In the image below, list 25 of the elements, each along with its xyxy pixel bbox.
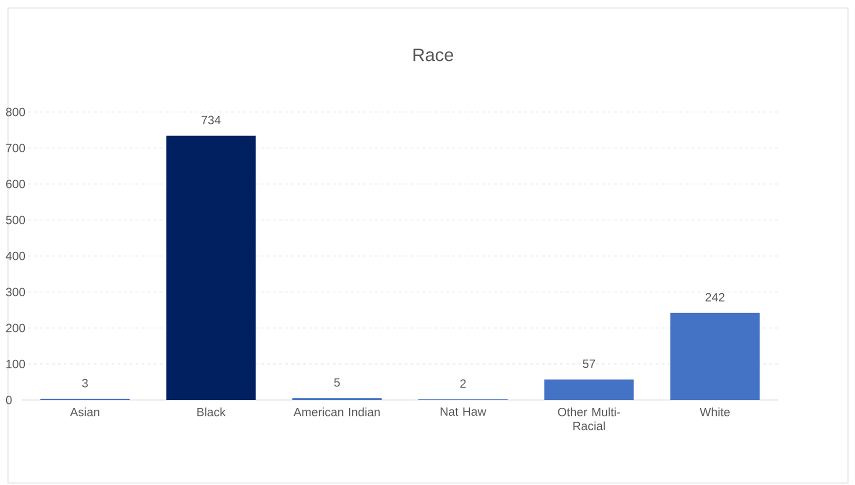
y-tick-label: 100 [6,360,26,368]
data-label: 57 [582,360,596,368]
data-label: 3 [82,378,88,388]
x-tick-label: Nat Haw [440,408,486,416]
x-tick-label: Asian [70,408,100,416]
data-label: 734 [202,116,221,124]
y-tick-label: 0 [6,396,12,404]
y-tick-label: 400 [6,252,26,260]
y-tick-label: 700 [6,144,26,152]
y-tick-label: 600 [6,180,26,188]
y-tick-label: 200 [6,324,26,332]
chart-title: Race [414,48,454,62]
bar [670,312,760,400]
data-label: 2 [460,379,466,388]
y-tick-label: 300 [6,288,26,296]
data-label: 5 [334,378,340,387]
x-tick-label: Other Multi-Racial [558,408,620,430]
bar [544,379,634,400]
data-label: 242 [706,293,724,302]
y-tick-label: 500 [6,216,26,224]
x-tick-label: White [700,408,730,416]
bar [166,136,256,400]
x-tick-label: American Indian [294,408,380,416]
x-tick-label: Black [197,408,226,416]
y-tick-label: 800 [6,108,26,116]
